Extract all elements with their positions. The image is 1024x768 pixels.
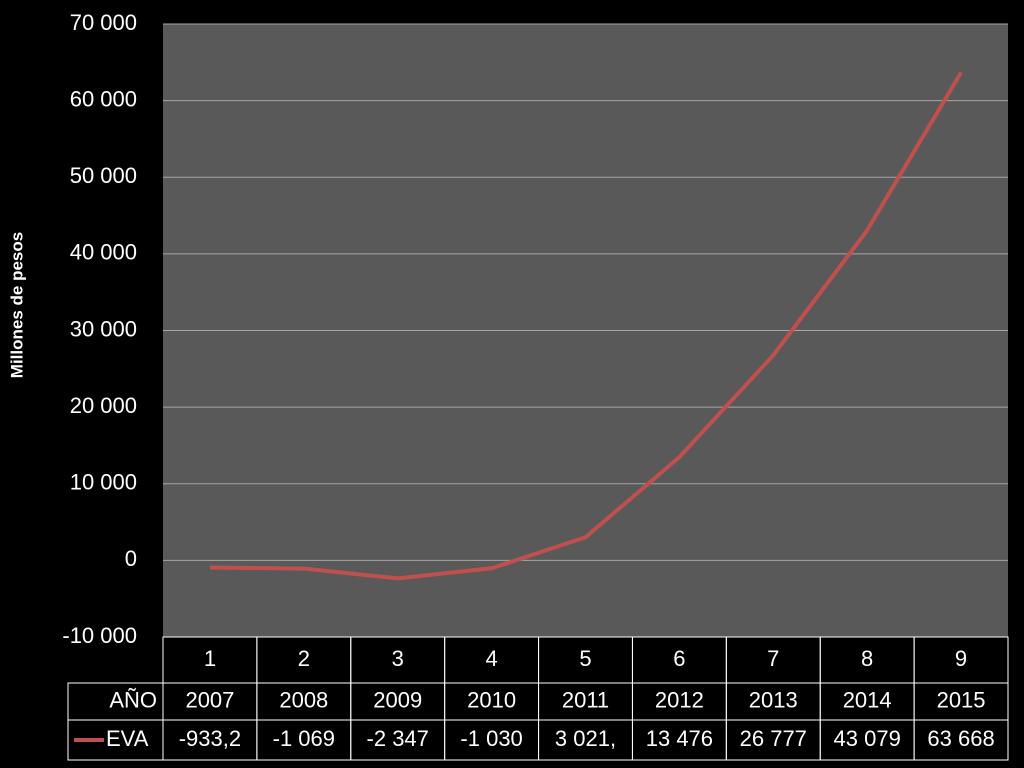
- year-label: 2011: [562, 687, 609, 712]
- y-tick-label: 20 000: [70, 393, 137, 418]
- y-tick-label: 60 000: [70, 86, 137, 111]
- x-tick-label: 3: [392, 646, 404, 671]
- y-tick-label: 0: [125, 546, 137, 571]
- year-label: 2015: [937, 687, 986, 712]
- data-label: 26 777: [740, 726, 807, 751]
- x-tick-label: 7: [767, 646, 779, 671]
- y-tick-label: 40 000: [70, 240, 137, 265]
- table-cell: [913, 719, 1009, 761]
- y-axis-title: Millones de pesos: [7, 232, 26, 378]
- x-tick-label: 4: [485, 646, 497, 671]
- x-tick-label: 9: [955, 646, 967, 671]
- year-label: 2013: [749, 687, 798, 712]
- year-label: 2010: [467, 687, 516, 712]
- line-series: [209, 71, 963, 581]
- y-tick-label: 70 000: [70, 10, 137, 35]
- data-label: -933,2: [179, 726, 241, 751]
- data-label: -1 030: [460, 726, 522, 751]
- y-tick-label: 30 000: [70, 316, 137, 341]
- year-label: 2009: [373, 687, 422, 712]
- year-label: 2014: [843, 687, 892, 712]
- data-label: 63 668: [927, 726, 994, 751]
- y-tick-label: 10 000: [70, 470, 137, 495]
- x-tick-label: 8: [861, 646, 873, 671]
- year-label: 2007: [185, 687, 234, 712]
- data-label: 13 476: [646, 726, 713, 751]
- x-tick-label: 1: [204, 646, 216, 671]
- table-row-header: AÑO: [109, 687, 157, 712]
- data-label: 3 021,: [555, 726, 616, 751]
- data-label: -2 347: [367, 726, 429, 751]
- x-tick-label: 6: [673, 646, 685, 671]
- legend-label: EVA: [106, 726, 149, 751]
- year-label: 2012: [655, 687, 704, 712]
- y-tick-label: 50 000: [70, 163, 137, 188]
- x-tick-label: 2: [298, 646, 310, 671]
- x-tick-label: 5: [579, 646, 591, 671]
- y-tick-label: -10 000: [62, 623, 137, 648]
- data-label: -1 069: [273, 726, 335, 751]
- year-label: 2008: [279, 687, 328, 712]
- data-label: 43 079: [834, 726, 901, 751]
